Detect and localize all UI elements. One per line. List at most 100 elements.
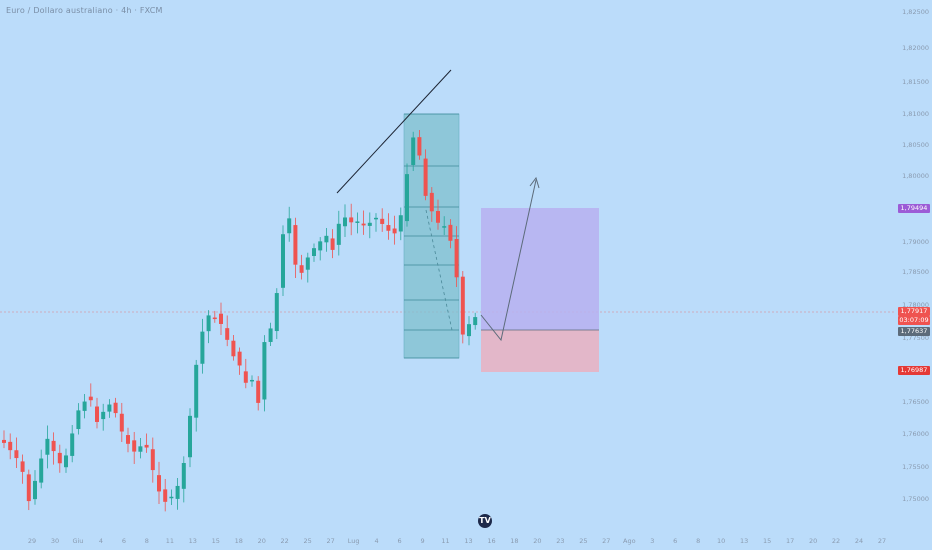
entry-price-badge: 1,77637 [898,327,930,336]
time-tick-label: 8 [144,537,149,545]
candle-body [76,410,81,430]
time-tick-label: 25 [303,537,312,545]
candle-body [181,462,186,489]
candle-body [107,404,112,412]
candle-body [429,192,434,212]
time-tick-label: 11 [165,537,174,545]
candle-body [212,317,217,320]
candle-body [367,222,372,226]
candle-body [243,371,248,383]
time-tick-label: 20 [257,537,266,545]
price-tick-label: 1,78000 [902,301,929,309]
price-tick-label: 1,81000 [902,110,929,118]
candle-body [374,217,378,220]
candle-body [281,234,285,288]
candle-body [293,225,298,265]
time-tick-label: 20 [808,537,818,545]
stop-price-badge: 1,76987 [898,366,930,375]
candle-body [392,228,397,234]
candle-body [113,402,118,414]
time-tick-label: 15 [762,537,772,545]
forecast-path [480,179,537,342]
price-tick-label: 1,80500 [902,141,929,149]
candle-body [8,441,13,451]
candle-body [20,461,25,472]
time-tick-label: 30 [50,537,60,545]
time-tick-label: 18 [510,537,519,545]
time-axis[interactable]: 29 30 Giu 4 6 8 11 13 15 18 20 22 25 27 Lug 4 6 9 11 13 16 18… [0,528,895,550]
candle-body [442,226,447,228]
candle-body [423,158,428,196]
candle-body [219,313,223,324]
candle-body [349,217,354,223]
target-zone [481,208,599,330]
candle-body [138,446,143,452]
candle-body [318,241,323,251]
candle-body [380,218,385,224]
candle-body [175,485,180,499]
price-tick-label: 1,82500 [902,8,929,16]
time-tick-label: 13 [188,537,197,545]
candle-body [454,239,459,278]
price-tick-label: 1,77500 [902,334,929,342]
candle-body [157,475,161,492]
candle-body [417,137,422,156]
price-tick-label: 1,82000 [902,44,929,52]
candle-body [312,248,316,256]
price-tick-label: 1,80000 [902,172,929,180]
candle-body [64,455,68,468]
price-tick-label: 1,76500 [902,398,929,406]
candle-body [250,379,254,382]
candle-body [194,364,199,418]
time-tick-label: 23 [556,537,565,545]
candle-body [256,380,261,403]
time-tick-label: 10 [717,537,726,545]
price-tick-label: 1,78500 [902,268,929,276]
candle-body [448,224,453,241]
time-tick-label: 18 [234,537,243,545]
time-tick-label: 8 [696,537,701,545]
candle-body [144,444,149,448]
time-tick-label: 15 [211,537,220,545]
candle-body [268,328,273,342]
candle-body [95,406,99,422]
candle-body [287,218,292,234]
candle-body [343,217,347,227]
time-tick-label: 11 [441,537,450,545]
trend-line [336,69,452,194]
candle-body [460,276,465,335]
time-tick-label: 22 [280,537,289,545]
candle-body [231,340,236,357]
time-tick-label: 4 [98,537,103,545]
time-tick-label: 27 [326,537,335,545]
candle-body [70,433,75,456]
projection-dashed-line [425,209,453,331]
time-tick-label: Lug [347,537,360,545]
tradingview-logo-icon[interactable]: TV [478,514,492,528]
target-price-badge: 1,79494 [898,204,930,213]
candle-body [237,351,242,366]
candle-body [206,315,211,332]
candle-body [200,331,205,364]
candle-body [299,265,304,273]
time-tick-label: 29 [27,537,37,545]
candle-body [225,328,230,340]
candle-body [405,174,409,222]
time-tick-label: 13 [740,537,749,545]
time-tick-label: 27 [602,537,611,545]
candle-body [82,401,87,411]
chart-canvas[interactable] [0,0,895,528]
time-tick-label: 13 [464,537,473,545]
candle-body [132,440,137,452]
candle-body [51,440,56,452]
candlestick-chart[interactable] [0,0,895,528]
price-axis[interactable]: 1,82500 1,82000 1,81500 1,81000 1,80500 1,800… [895,0,932,528]
candle-body [467,324,471,337]
candle-body [274,293,279,332]
candle-body [2,439,6,443]
candle-body [336,223,341,245]
candle-body [126,435,130,444]
countdown-badge: 03:07:09 [898,316,930,325]
candle-body [14,450,19,459]
candle-body [26,474,31,502]
